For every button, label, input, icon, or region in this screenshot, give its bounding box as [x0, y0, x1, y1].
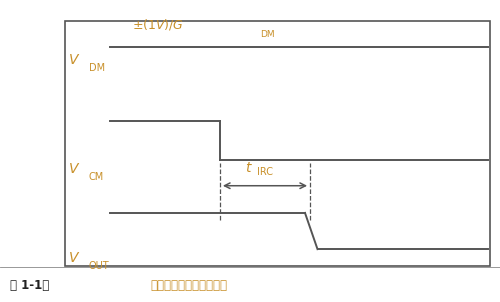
- Text: 图 1-1：: 图 1-1：: [10, 279, 49, 292]
- Text: IRC: IRC: [258, 167, 274, 177]
- Text: DM: DM: [88, 63, 104, 73]
- Text: $V$: $V$: [68, 251, 80, 265]
- Text: $t$: $t$: [245, 161, 253, 175]
- Bar: [65, 21, 490, 266]
- Text: $\pm(1V)/G$: $\pm(1V)/G$: [132, 17, 184, 32]
- Text: OUT: OUT: [88, 261, 109, 271]
- Text: 共模输入过驱动复时序图: 共模输入过驱动复时序图: [150, 279, 227, 292]
- Text: CM: CM: [88, 172, 104, 182]
- Text: $V$: $V$: [68, 162, 80, 176]
- Text: $V$: $V$: [68, 53, 80, 67]
- Text: DM: DM: [260, 30, 274, 39]
